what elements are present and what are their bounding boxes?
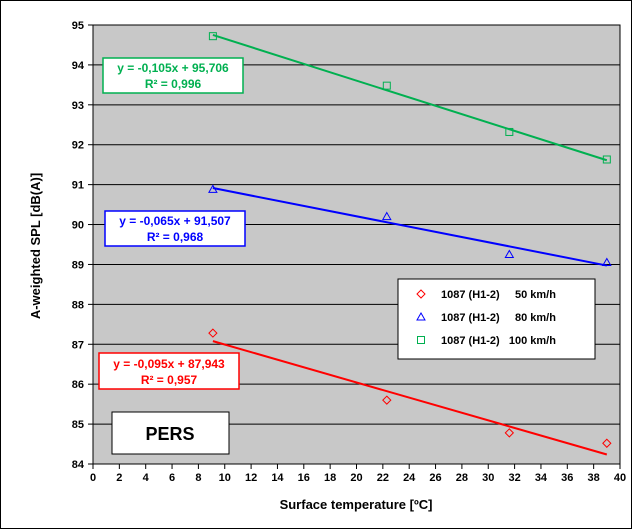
data-point-s2-0 — [208, 32, 217, 41]
y-tick-label-88: 88 — [72, 299, 84, 311]
legend: 1087 (H1-2) 50 km/h 1087 (H1-2) 80 km/h 10… — [397, 278, 596, 360]
y-tick-label-93: 93 — [72, 100, 84, 112]
x-tick-label-38: 38 — [588, 472, 600, 484]
trendline-series-2 — [212, 34, 608, 162]
legend-marker-2 — [417, 336, 425, 344]
y-tick-label-92: 92 — [72, 140, 84, 152]
x-tick-label-36: 36 — [561, 472, 573, 484]
pers-annotation: PERS — [111, 411, 230, 455]
data-point-s2-1 — [382, 81, 391, 90]
x-tick-label-10: 10 — [219, 472, 231, 484]
x-tick-label-20: 20 — [350, 472, 362, 484]
legend-marker-1 — [416, 311, 426, 321]
data-point-s0-2 — [504, 428, 515, 438]
y-tick-label-94: 94 — [72, 60, 85, 72]
x-tick-label-0: 0 — [90, 472, 96, 484]
data-point-s1-2 — [504, 249, 515, 258]
data-point-s0-3 — [602, 438, 612, 448]
y-tick-label-85: 85 — [72, 419, 84, 431]
x-tick-label-8: 8 — [195, 472, 201, 484]
y-tick-label-90: 90 — [72, 220, 84, 232]
trendline-series-1 — [212, 187, 608, 267]
x-tick-label-28: 28 — [456, 472, 468, 484]
y-axis-title: A-weighted SPL [dB(A)] — [28, 173, 43, 319]
equation-box-50kmh: y = -0,095x + 87,943 R² = 0,957 — [98, 352, 240, 390]
x-tick-label-22: 22 — [377, 472, 389, 484]
equation-50kmh: y = -0,095x + 87,943 — [113, 357, 225, 371]
x-tick-label-6: 6 — [169, 472, 175, 484]
x-tick-label-34: 34 — [535, 472, 548, 484]
x-tick-label-24: 24 — [403, 472, 416, 484]
data-point-s2-2 — [505, 127, 514, 136]
r2-100kmh: R² = 0,996 — [145, 77, 202, 91]
x-axis-title: Surface temperature [ºC] — [280, 497, 433, 512]
x-tick-label-14: 14 — [271, 472, 284, 484]
y-tick-label-84: 84 — [72, 459, 85, 471]
data-point-s1-3 — [601, 257, 612, 266]
data-point-s0-0 — [208, 328, 218, 338]
equation-100kmh: y = -0,105x + 95,706 — [117, 61, 229, 75]
x-tick-label-32: 32 — [508, 472, 520, 484]
equation-box-100kmh: y = -0,105x + 95,706 R² = 0,996 — [102, 57, 244, 94]
data-point-s0-1 — [382, 395, 392, 405]
x-tick-label-16: 16 — [298, 472, 310, 484]
pers-label: PERS — [145, 424, 194, 444]
x-tick-label-4: 4 — [143, 472, 150, 484]
x-tick-label-26: 26 — [429, 472, 441, 484]
y-tick-label-87: 87 — [72, 339, 84, 351]
x-tick-label-30: 30 — [482, 472, 494, 484]
x-tick-label-18: 18 — [324, 472, 336, 484]
y-tick-label-95: 95 — [72, 20, 84, 32]
equation-box-80kmh: y = -0,065x + 91,507 R² = 0,968 — [104, 210, 246, 247]
x-tick-label-12: 12 — [245, 472, 257, 484]
y-tick-label-91: 91 — [72, 180, 84, 192]
legend-label-2: 1087 (H1-2) 100 km/h — [441, 335, 556, 347]
legend-label-0: 1087 (H1-2) 50 km/h — [441, 289, 556, 301]
legend-box — [397, 278, 596, 360]
legend-marker-0 — [416, 289, 426, 299]
data-point-s2-3 — [602, 155, 611, 164]
x-tick-label-2: 2 — [116, 472, 122, 484]
trendline-series-0 — [212, 340, 608, 456]
equation-80kmh: y = -0,065x + 91,507 — [119, 214, 231, 228]
data-point-s1-0 — [208, 184, 218, 193]
x-tick-label-40: 40 — [614, 472, 626, 484]
r2-50kmh: R² = 0,957 — [141, 373, 198, 387]
legend-label-1: 1087 (H1-2) 80 km/h — [441, 312, 556, 324]
data-point-s1-1 — [381, 211, 392, 221]
y-tick-label-86: 86 — [72, 379, 84, 391]
y-tick-label-89: 89 — [72, 259, 84, 271]
r2-80kmh: R² = 0,968 — [147, 230, 204, 244]
